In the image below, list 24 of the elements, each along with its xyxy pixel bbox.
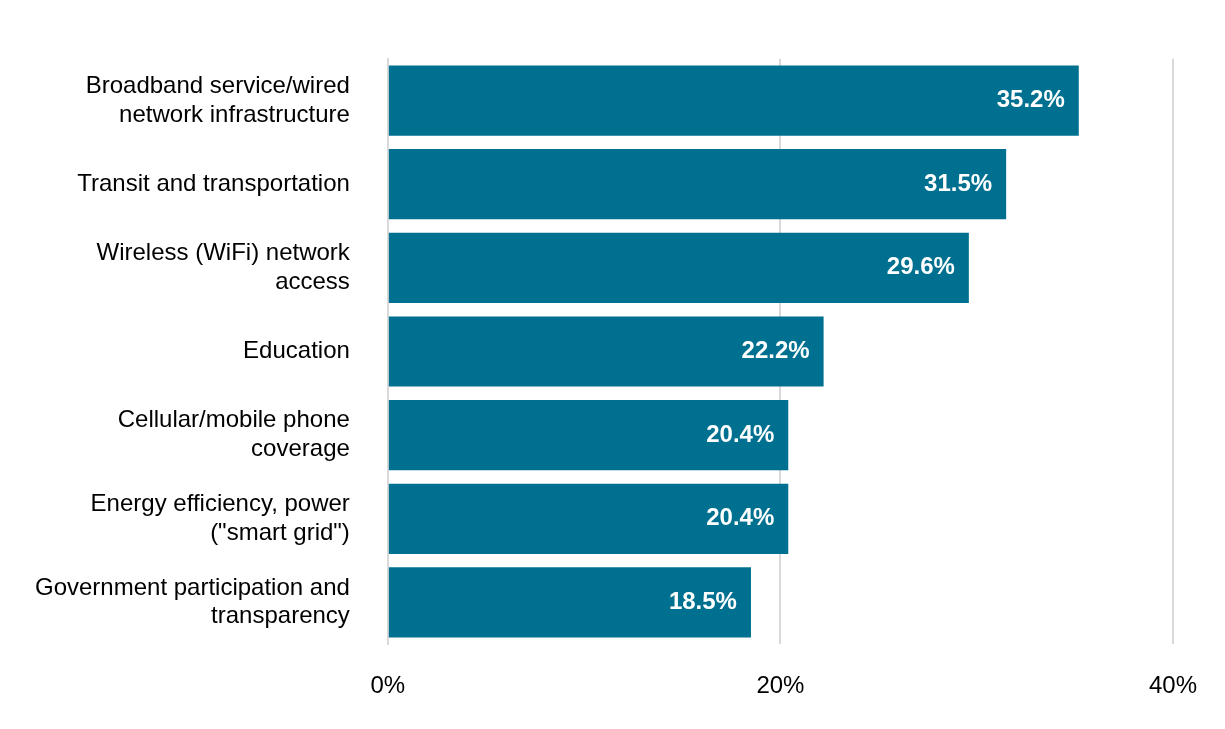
data-label: 31.5% xyxy=(924,168,993,196)
x-tick-label: 20% xyxy=(756,671,805,699)
y-tick-label: Cellular/mobile phone coverage xyxy=(117,405,350,462)
bar xyxy=(388,316,824,387)
bar xyxy=(388,567,751,638)
y-tick-label: Transit and transportation xyxy=(77,168,350,196)
bar xyxy=(388,483,789,554)
bar xyxy=(388,149,1007,220)
data-label: 20.4% xyxy=(706,419,775,447)
y-tick-label: Education xyxy=(243,336,350,364)
bar xyxy=(388,400,789,471)
data-label: 29.6% xyxy=(886,252,955,280)
y-tick-label: Government participation and transparency xyxy=(34,572,350,629)
data-label: 18.5% xyxy=(668,587,737,615)
data-label: 20.4% xyxy=(706,503,775,531)
bar xyxy=(388,65,1079,136)
y-tick-label: Wireless (WiFi) network access xyxy=(96,238,351,294)
data-label: 22.2% xyxy=(741,336,810,364)
y-tick-label: Energy efficiency, power ("smart grid") xyxy=(90,488,350,545)
bar xyxy=(388,232,969,303)
x-tick-label: 0% xyxy=(370,671,406,699)
x-tick-label: 40% xyxy=(1148,671,1198,699)
y-tick-label: Broadband service/wired network infrastructure xyxy=(85,70,350,127)
data-label: 35.2% xyxy=(996,85,1065,113)
